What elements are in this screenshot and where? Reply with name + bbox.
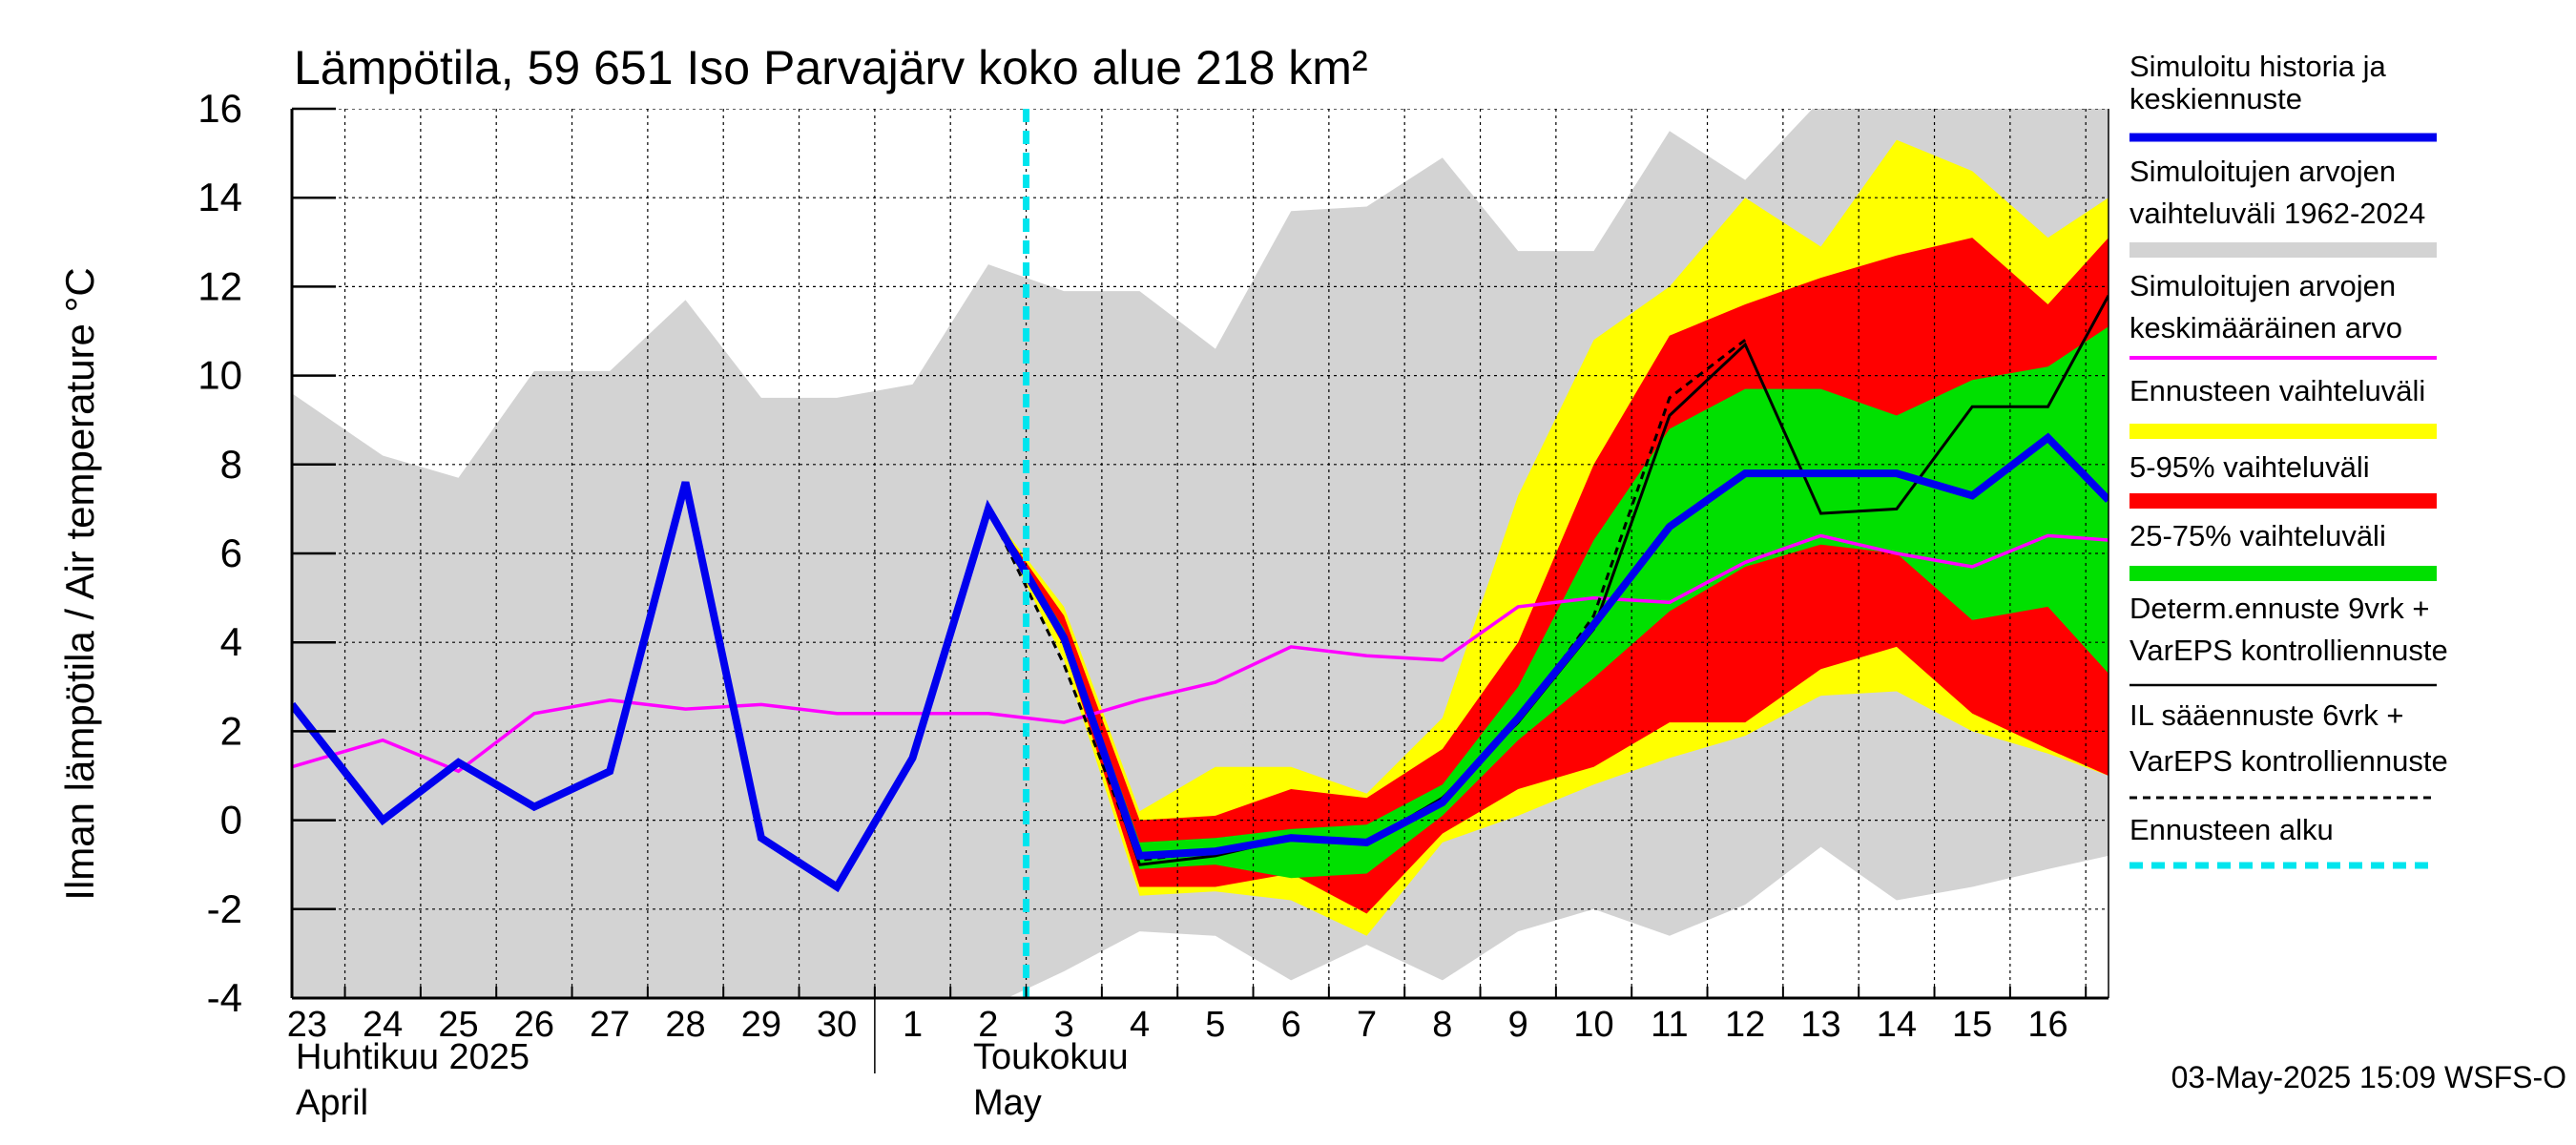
- month-label-may-en: May: [973, 1083, 1042, 1123]
- x-tick-label: 9: [1508, 1005, 1528, 1045]
- x-tick-label: 30: [817, 1005, 857, 1045]
- x-tick-label: 8: [1432, 1005, 1452, 1045]
- y-tick-label: 6: [220, 531, 242, 575]
- x-tick-label: 2: [978, 1005, 998, 1045]
- legend-label: Simuloitu historia ja: [2129, 50, 2387, 83]
- x-tick-label: 11: [1651, 1005, 1688, 1045]
- legend-label: VarEPS kontrolliennuste: [2129, 744, 2448, 778]
- x-tick-label: 7: [1357, 1005, 1377, 1045]
- x-tick-label: 23: [287, 1005, 327, 1045]
- plot-clip-group: [292, 109, 2109, 998]
- x-tick-label: 12: [1725, 1005, 1765, 1045]
- legend-label: keskimääräinen arvo: [2129, 311, 2402, 344]
- y-tick-label: 16: [197, 86, 242, 131]
- y-tick-label: 8: [220, 442, 242, 487]
- y-tick-label: 4: [220, 619, 242, 664]
- x-tick-label: 16: [2027, 1005, 2067, 1045]
- x-tick-label: 1: [903, 1005, 923, 1045]
- x-tick-label: 26: [514, 1005, 554, 1045]
- y-tick-label: -4: [207, 975, 242, 1020]
- x-tick-label: 29: [741, 1005, 781, 1045]
- x-tick-label: 3: [1054, 1005, 1074, 1045]
- x-tick-label: 15: [1952, 1005, 1992, 1045]
- y-tick-label: 10: [197, 353, 242, 398]
- x-tick-label: 27: [590, 1005, 630, 1045]
- x-tick-label: 6: [1281, 1005, 1301, 1045]
- x-tick-label: 24: [363, 1005, 403, 1045]
- y-tick-label: -2: [207, 886, 242, 931]
- x-tick-label: 10: [1573, 1005, 1613, 1045]
- x-tick-label: 25: [438, 1005, 478, 1045]
- month-label-april-en: April: [296, 1083, 368, 1123]
- x-tick-label: 13: [1800, 1005, 1840, 1045]
- legend-label: 5-95% vaihteluväli: [2129, 450, 2370, 484]
- x-tick-label: 5: [1205, 1005, 1225, 1045]
- y-tick-label: 2: [220, 708, 242, 753]
- legend-label: keskiennuste: [2129, 82, 2302, 115]
- legend-label: Ennusteen vaihteluväli: [2129, 374, 2425, 407]
- legend-label: Determ.ennuste 9vrk +: [2129, 592, 2429, 625]
- plot-area: [292, 109, 2109, 998]
- mean-series-line: [292, 533, 2109, 774]
- legend-label: vaihteluväli 1962-2024: [2129, 197, 2425, 230]
- chart-title: Lämpötila, 59 651 Iso Parvajärv koko alu…: [294, 41, 1368, 94]
- x-tick-label: 4: [1130, 1005, 1150, 1045]
- legend-label: 25-75% vaihteluväli: [2129, 519, 2386, 552]
- legend-label: VarEPS kontrolliennuste: [2129, 634, 2448, 667]
- simulated-history-line: [292, 432, 2109, 893]
- y-tick-label: 12: [197, 263, 242, 308]
- x-tick-label: 14: [1877, 1005, 1917, 1045]
- legend-label: IL sääennuste 6vrk +: [2129, 698, 2404, 732]
- timestamp: 03-May-2025 15:09 WSFS-O: [2171, 1060, 2566, 1094]
- month-label-april-fi: Huhtikuu 2025: [296, 1037, 530, 1077]
- month-label-may-fi: Toukokuu: [973, 1037, 1129, 1077]
- legend-label: Simuloitujen arvojen: [2129, 269, 2396, 302]
- legend-label: Simuloitujen arvojen: [2129, 155, 2396, 188]
- y-tick-label: 14: [197, 175, 242, 219]
- x-tick-label: 28: [665, 1005, 705, 1045]
- legend-label: Ennusteen alku: [2129, 813, 2334, 846]
- y-axis-label: Ilman lämpötila / Air temperature °C: [57, 267, 102, 900]
- y-tick-label: 0: [220, 798, 242, 843]
